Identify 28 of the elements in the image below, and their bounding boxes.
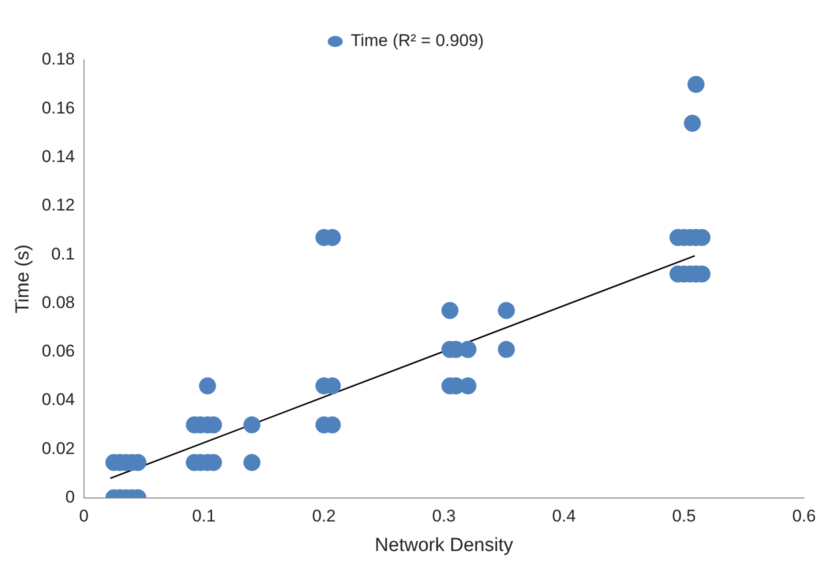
y-tick-label: 0.04 xyxy=(42,390,75,410)
point xyxy=(199,377,216,394)
point xyxy=(498,302,515,320)
x-tick-label: 0.6 xyxy=(792,506,816,526)
point xyxy=(498,340,515,358)
y-tick-label: 0.02 xyxy=(42,438,75,458)
y-tick-label: 0.14 xyxy=(42,146,75,166)
x-tick-label: 0.2 xyxy=(312,506,336,526)
x-tick-label: 0.4 xyxy=(552,506,576,526)
y-tick-label: 0.18 xyxy=(42,50,75,69)
y-tick-label: 0 xyxy=(65,487,75,506)
y-tick-label: 0.08 xyxy=(42,292,75,312)
point xyxy=(243,454,260,472)
point xyxy=(687,76,704,93)
x-tick-label: 0 xyxy=(79,506,89,526)
point xyxy=(441,302,458,320)
x-tick-label: 0.5 xyxy=(672,506,696,526)
x-tick-label: 0.3 xyxy=(432,506,456,526)
y-tick-label: 0.12 xyxy=(42,196,75,215)
legend-label: Time (R² = 0.909) xyxy=(350,31,484,50)
x-tick-label: 0.1 xyxy=(192,506,216,526)
point xyxy=(243,416,260,434)
y-tick-label: 0.06 xyxy=(42,342,75,361)
y-tick-label: 0.1 xyxy=(51,244,75,264)
point xyxy=(684,114,701,132)
y-axis-title: Time (s) xyxy=(12,244,34,314)
y-tick-label: 0.16 xyxy=(42,98,75,118)
x-axis-title: Network Density xyxy=(374,534,514,556)
